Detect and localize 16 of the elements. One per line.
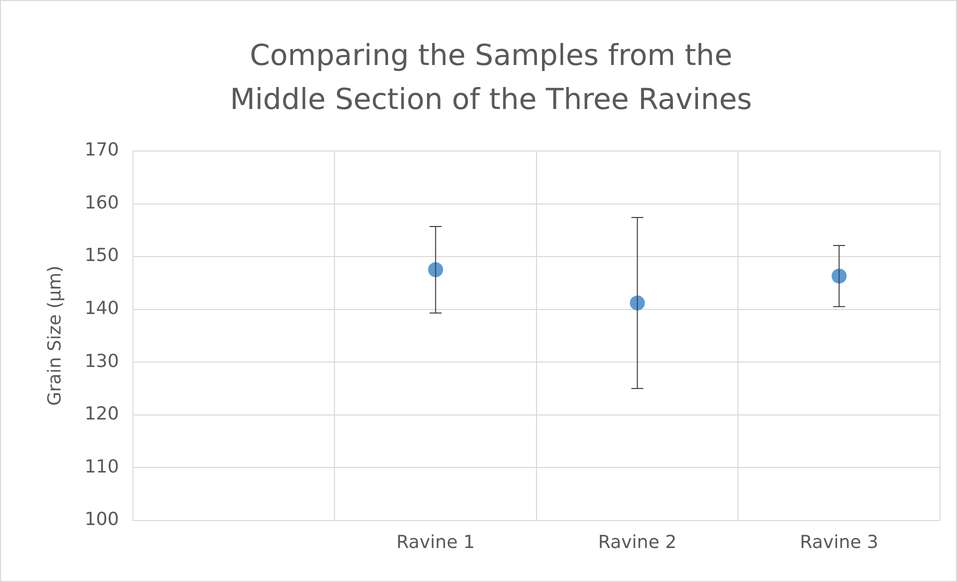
x-tick-label: Ravine 3 [800, 532, 878, 553]
point [832, 268, 847, 284]
y-tick-label: 130 [84, 350, 119, 372]
y-tick-label: 100 [84, 509, 119, 530]
y-tick-label: 140 [84, 298, 119, 319]
point [630, 295, 645, 310]
chart-title: Comparing the Samples from the Middle Section of the Three Ravines [228, 37, 754, 118]
y-tick-label: 150 [84, 245, 119, 266]
y-tick-label: 110 [84, 456, 119, 478]
y-tick-label: 120 [84, 404, 119, 425]
y-tick-label: 160 [84, 192, 119, 214]
y-tick-label: 170 [84, 140, 119, 161]
y-axis-title: Grain Size (μm) [44, 266, 66, 406]
x-tick-label: Ravine 2 [598, 532, 677, 553]
point [428, 262, 444, 278]
x-tick-label: Ravine 1 [396, 532, 475, 553]
